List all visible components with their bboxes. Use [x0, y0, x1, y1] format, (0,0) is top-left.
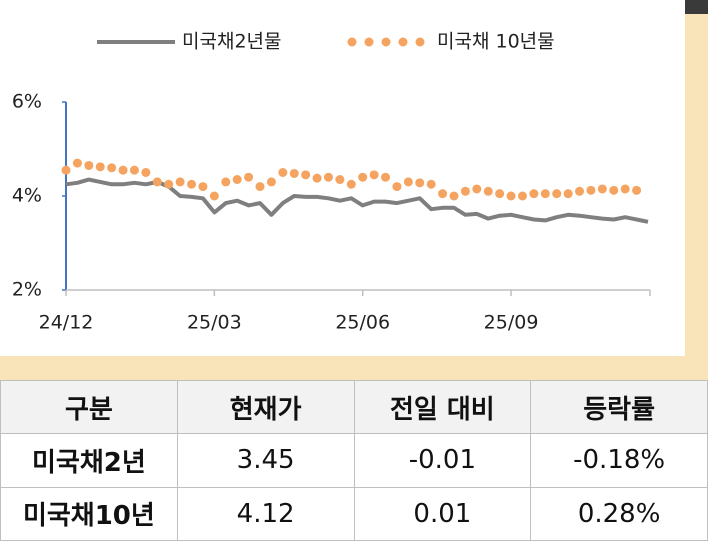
- dot: [472, 184, 482, 194]
- dot: [175, 177, 185, 187]
- dot: [506, 191, 516, 201]
- dot: [369, 170, 379, 180]
- dot: [152, 177, 162, 187]
- dot: [84, 160, 94, 170]
- y-tick-label: 2%: [12, 279, 42, 301]
- y-tick-label: 4%: [12, 185, 42, 207]
- cell: 미국채10년: [0, 486, 178, 541]
- series-line: [65, 177, 649, 224]
- dot: [517, 191, 527, 201]
- dot: [529, 189, 539, 199]
- header-cell: 전일 대비: [353, 379, 532, 435]
- legend-swatch: [398, 37, 408, 47]
- dot: [597, 184, 607, 194]
- dot: [586, 185, 596, 195]
- dot: [221, 177, 231, 187]
- dot: [483, 186, 493, 196]
- cell: 3.45: [176, 433, 355, 488]
- dot: [72, 158, 82, 168]
- legend-swatch: [347, 37, 357, 47]
- dot: [129, 165, 139, 175]
- dot: [61, 165, 71, 175]
- corner-block: [685, 0, 708, 14]
- chart: 2% 4% 6% 24/12 25/03 25/06 25/09 미국채2년물 미국채 10년물: [0, 0, 708, 380]
- dot: [449, 191, 459, 201]
- dot: [301, 170, 311, 180]
- dot: [141, 168, 151, 177]
- dot: [323, 172, 333, 182]
- dot: [278, 168, 288, 177]
- dot: [403, 177, 413, 187]
- x-tick-label: 25/06: [335, 312, 390, 334]
- cell: -0.18%: [530, 433, 708, 488]
- legend-swatch: [415, 37, 425, 47]
- dot: [415, 178, 425, 188]
- dot: [118, 165, 128, 175]
- dot: [552, 189, 562, 199]
- dot: [426, 179, 436, 189]
- dot: [198, 182, 208, 192]
- dot: [632, 185, 642, 195]
- legend-swatch: [381, 37, 391, 47]
- cell: 4.12: [176, 486, 355, 541]
- row: 미국채2년 3.45 -0.01 -0.18%: [0, 433, 708, 488]
- cell: 0.28%: [530, 486, 708, 541]
- dot: [609, 185, 619, 195]
- legend-label: 미국채2년물: [182, 31, 282, 53]
- dot: [392, 182, 402, 192]
- dot: [381, 172, 391, 182]
- dot: [244, 172, 254, 182]
- dot: [346, 179, 356, 189]
- dot: [358, 172, 368, 182]
- dot: [460, 186, 470, 196]
- cell: 미국채2년: [0, 433, 178, 488]
- dot: [266, 177, 276, 187]
- dot: [495, 189, 505, 199]
- y-tick-label: 6%: [12, 91, 42, 113]
- cell: -0.01: [353, 433, 532, 488]
- legend-label: 미국채 10년물: [437, 31, 555, 53]
- dot: [209, 191, 219, 201]
- cell: 0.01: [353, 486, 532, 541]
- x-tick-label: 25/09: [484, 312, 539, 334]
- summary-table: 구분 현재가 전일 대비 등락률 미국채2년 3.45 -0.01 -0.18%…: [0, 379, 708, 541]
- row: 미국채10년 4.12 0.01 0.28%: [0, 486, 708, 541]
- x-tick-label: 24/12: [39, 312, 94, 334]
- dot: [563, 189, 573, 199]
- legend-swatch: [364, 37, 374, 47]
- dot: [335, 175, 345, 185]
- dot: [540, 189, 550, 199]
- dot: [95, 162, 105, 172]
- dot: [255, 182, 265, 192]
- dot: [289, 168, 299, 178]
- dot: [575, 186, 585, 196]
- dot: [187, 179, 197, 189]
- dot: [164, 179, 174, 189]
- dot: [438, 189, 448, 199]
- dot: [620, 184, 630, 194]
- header-row: 구분 현재가 전일 대비 등락률: [0, 379, 708, 435]
- dot: [312, 173, 322, 183]
- header-cell: 구분: [0, 379, 178, 435]
- x-tick-label: 25/03: [187, 312, 242, 334]
- dot: [232, 175, 242, 185]
- header-cell: 등락률: [530, 379, 708, 435]
- dot: [107, 163, 117, 173]
- header-cell: 현재가: [176, 379, 355, 435]
